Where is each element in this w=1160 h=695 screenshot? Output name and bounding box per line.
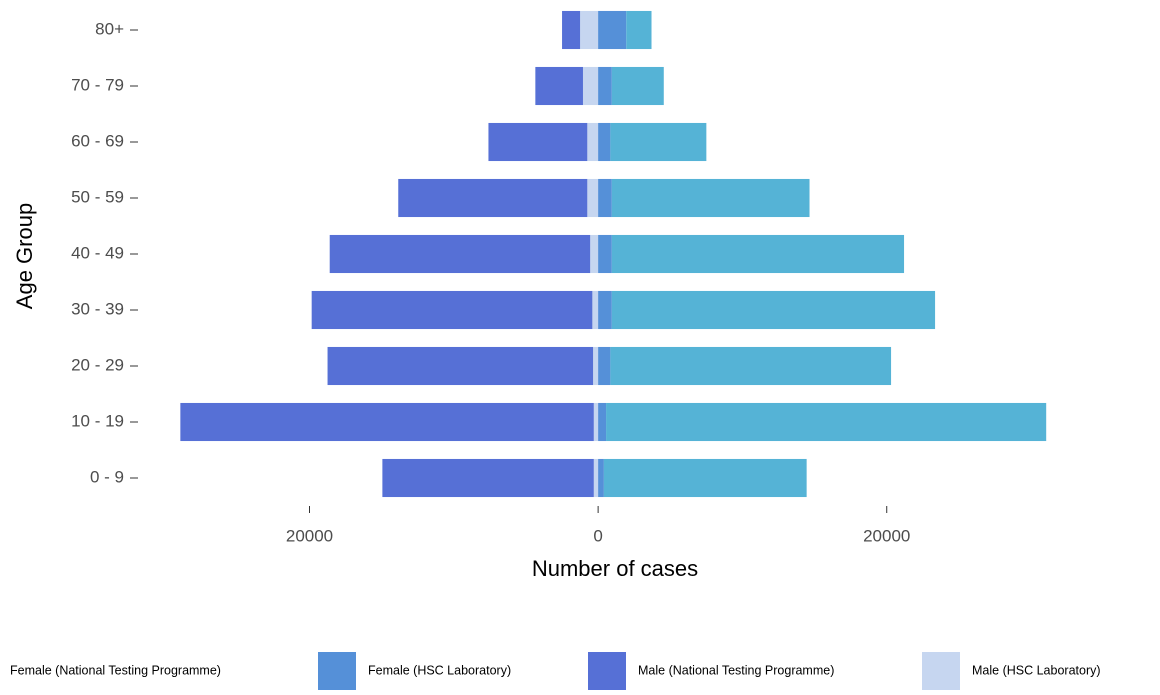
y-tick-label: 30 - 39	[71, 299, 124, 318]
legend-swatch	[588, 652, 626, 690]
bar	[180, 402, 594, 442]
legend-label: Female (National Testing Programme)	[10, 663, 221, 677]
bar	[598, 458, 604, 498]
bar	[611, 290, 936, 330]
bar	[610, 346, 892, 386]
bar	[311, 290, 593, 330]
y-tick-label: 50 - 59	[71, 187, 124, 206]
bar	[603, 458, 807, 498]
bar	[598, 10, 627, 50]
x-tick-label: 20000	[863, 526, 910, 545]
bar	[593, 402, 599, 442]
bar	[598, 290, 612, 330]
y-tick-label: 10 - 19	[71, 411, 124, 430]
bar	[593, 458, 599, 498]
bar	[598, 402, 607, 442]
legend-label: Female (HSC Laboratory)	[368, 663, 511, 677]
bar	[327, 346, 594, 386]
bar	[598, 122, 611, 162]
bar	[535, 66, 583, 106]
x-tick-label: 20000	[286, 526, 333, 545]
y-tick-label: 70 - 79	[71, 75, 124, 94]
bar	[582, 66, 599, 106]
bar	[587, 178, 599, 218]
bar	[598, 178, 612, 218]
bar	[598, 234, 612, 274]
legend-swatch	[922, 652, 960, 690]
bar	[606, 402, 1047, 442]
bar	[626, 10, 652, 50]
bar	[593, 346, 599, 386]
bar	[587, 122, 599, 162]
y-tick-label: 20 - 29	[71, 355, 124, 374]
bar	[590, 234, 599, 274]
bar	[562, 10, 581, 50]
bar	[611, 234, 905, 274]
legend-label: Male (HSC Laboratory)	[972, 663, 1101, 677]
bar	[611, 178, 810, 218]
x-axis-title: Number of cases	[532, 556, 698, 581]
bar	[580, 10, 599, 50]
x-tick-label: 0	[593, 526, 602, 545]
y-axis-title: Age Group	[12, 203, 37, 309]
bar	[610, 122, 707, 162]
bar	[398, 178, 588, 218]
legend-label: Male (National Testing Programme)	[638, 663, 834, 677]
y-tick-label: 40 - 49	[71, 243, 124, 262]
bar	[329, 234, 591, 274]
bar	[592, 290, 599, 330]
y-tick-label: 60 - 69	[71, 131, 124, 150]
bar	[488, 122, 588, 162]
y-tick-label: 0 - 9	[90, 467, 124, 486]
y-tick-label: 80+	[95, 19, 124, 38]
bar	[611, 66, 664, 106]
legend-swatch	[318, 652, 356, 690]
bar	[598, 66, 612, 106]
bar	[598, 346, 611, 386]
bar	[382, 458, 594, 498]
